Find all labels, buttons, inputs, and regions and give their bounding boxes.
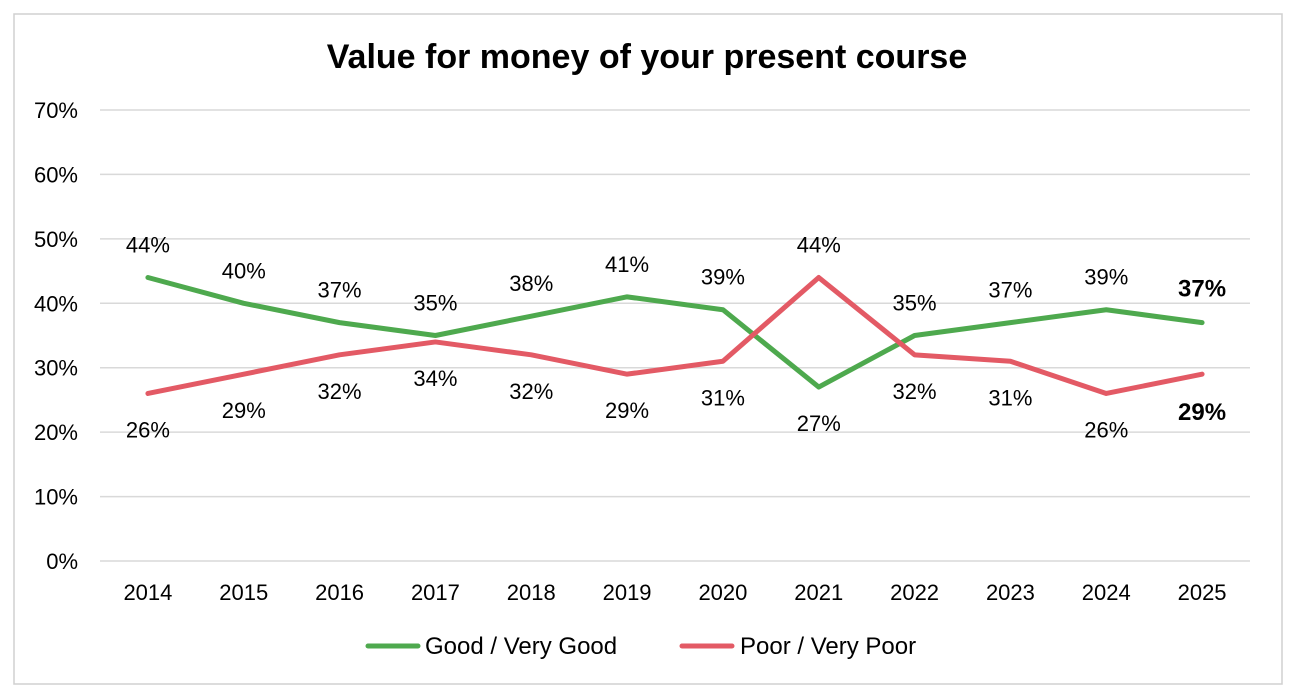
data-label: 32%	[893, 379, 937, 404]
chart-title: Value for money of your present course	[327, 38, 968, 76]
data-label: 37%	[1178, 276, 1226, 303]
y-tick-label: 40%	[34, 291, 78, 316]
data-label: 26%	[1084, 417, 1128, 442]
x-tick-label: 2024	[1082, 580, 1131, 605]
x-tick-label: 2019	[603, 580, 652, 605]
x-tick-label: 2022	[890, 580, 939, 605]
data-label: 44%	[797, 233, 841, 258]
x-tick-label: 2015	[219, 580, 268, 605]
data-label: 37%	[318, 278, 362, 303]
data-label: 34%	[413, 366, 457, 391]
data-label: 35%	[893, 291, 937, 316]
x-tick-label: 2020	[698, 580, 747, 605]
y-tick-label: 60%	[34, 162, 78, 187]
y-tick-label: 30%	[34, 356, 78, 381]
series-line-good	[145, 275, 1205, 390]
y-axis-ticks: 0% 10% 20% 30% 40% 50% 60% 70%	[34, 98, 78, 574]
data-label: 27%	[797, 411, 841, 436]
chart-frame	[13, 13, 1283, 685]
x-tick-label: 2025	[1178, 580, 1227, 605]
y-tick-label: 0%	[46, 549, 78, 574]
x-tick-label: 2021	[794, 580, 843, 605]
y-tick-label: 20%	[34, 420, 78, 445]
data-label: 41%	[605, 252, 649, 277]
data-label: 29%	[222, 398, 266, 423]
data-label: 35%	[413, 291, 457, 316]
y-tick-label: 10%	[34, 485, 78, 510]
data-label: 38%	[509, 271, 553, 296]
y-tick-label: 50%	[34, 227, 78, 252]
data-label: 26%	[126, 417, 170, 442]
data-label: 32%	[318, 379, 362, 404]
data-label: 39%	[1084, 265, 1128, 290]
y-tick-label: 70%	[34, 98, 78, 123]
legend-label: Poor / Very Poor	[740, 633, 916, 660]
series-lines	[145, 275, 1205, 396]
x-tick-label: 2018	[507, 580, 556, 605]
data-label: 31%	[988, 385, 1032, 410]
legend-label: Good / Very Good	[425, 633, 617, 660]
x-tick-label: 2023	[986, 580, 1035, 605]
data-label: 29%	[1178, 399, 1226, 426]
data-label: 44%	[126, 233, 170, 258]
legend: Good / Very Good Poor / Very Poor	[365, 633, 916, 660]
data-label: 31%	[701, 385, 745, 410]
x-tick-label: 2016	[315, 580, 364, 605]
data-label: 39%	[701, 265, 745, 290]
x-tick-label: 2014	[123, 580, 172, 605]
data-labels: 44% 40% 37% 35% 38% 41% 39% 27% 35% 37% 39% 37% 26% 2…	[126, 233, 1226, 443]
data-label: 37%	[988, 278, 1032, 303]
data-label: 32%	[509, 379, 553, 404]
data-label: 40%	[222, 258, 266, 283]
data-label: 29%	[605, 398, 649, 423]
series-line-poor	[145, 275, 1205, 396]
x-tick-label: 2017	[411, 580, 460, 605]
x-axis-ticks: 2014 2015 2016 2017 2018 2019 2020 2021 2022 2023…	[123, 580, 1226, 605]
